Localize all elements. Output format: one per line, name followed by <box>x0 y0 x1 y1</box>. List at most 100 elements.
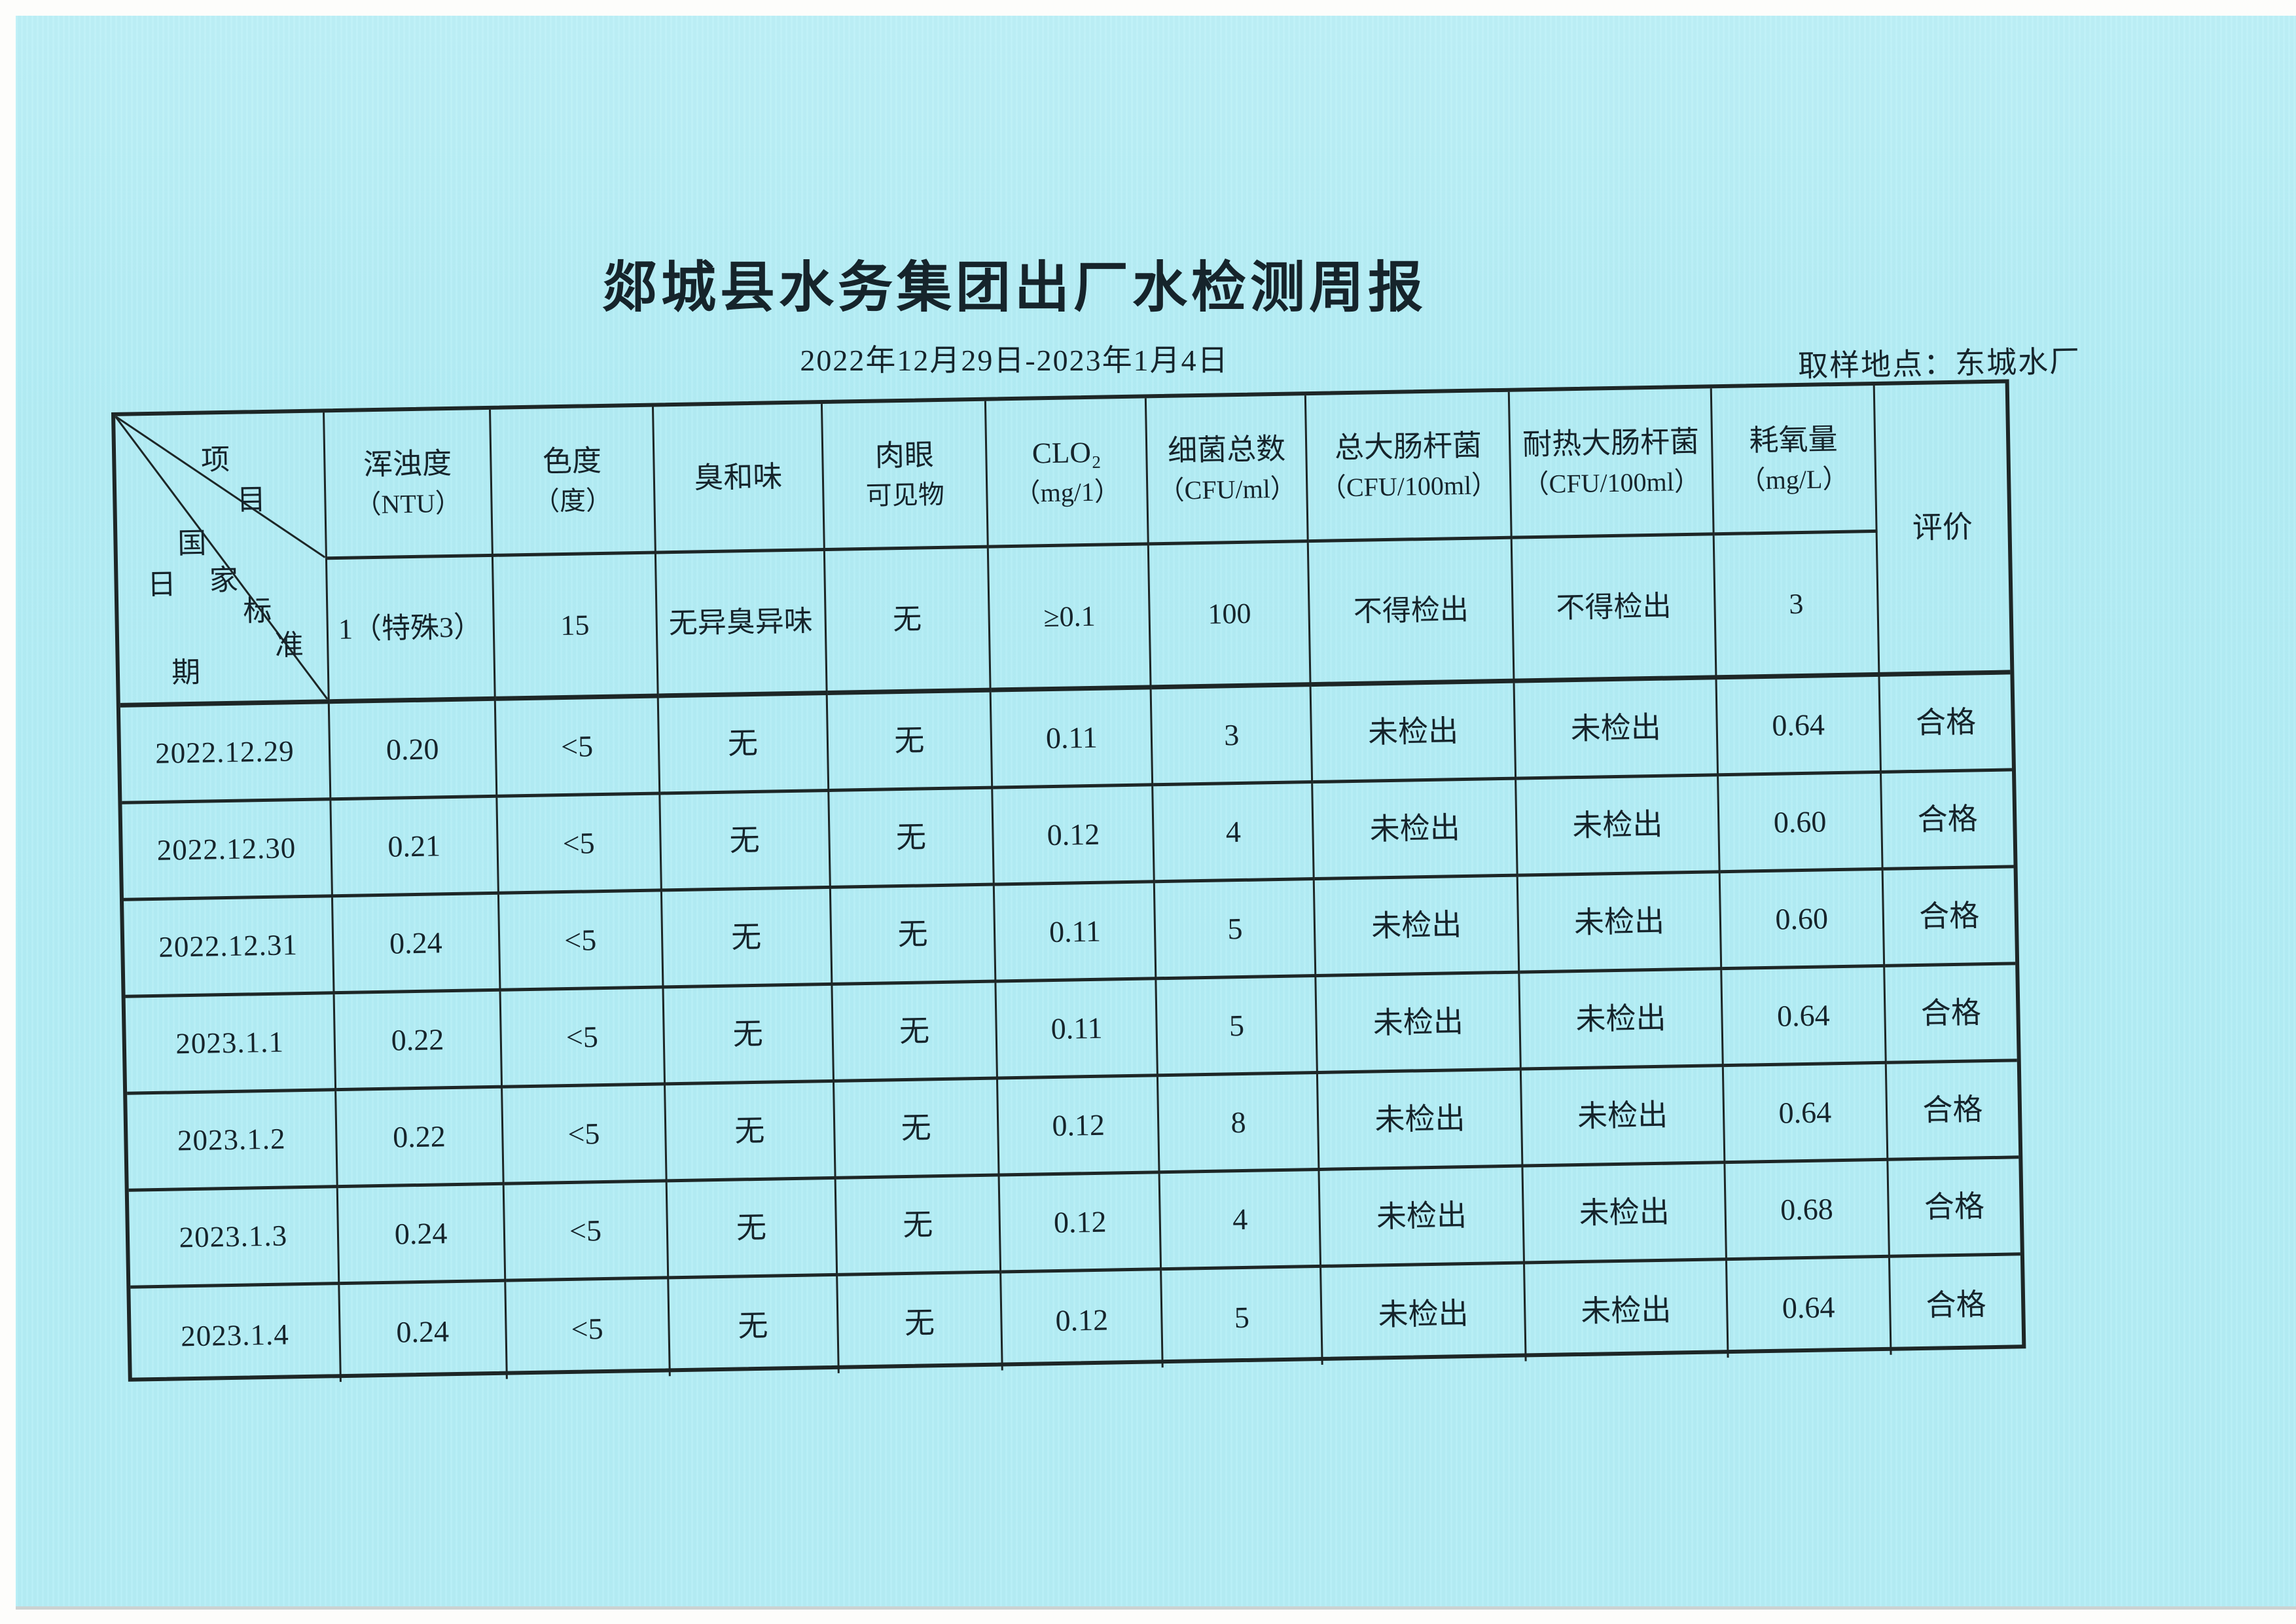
evaluation-cell: 合格 <box>1885 965 2017 1064</box>
data-cell: 0.64 <box>1723 1064 1889 1164</box>
data-cell: 未检出 <box>1316 973 1522 1074</box>
data-cell: 0.12 <box>998 1077 1160 1177</box>
data-cell: 未检出 <box>1318 1070 1524 1171</box>
standard-cell: 15 <box>493 554 659 701</box>
data-cell: 5 <box>1162 1267 1324 1368</box>
column-unit: 可见物 <box>865 479 945 511</box>
data-cell: 无 <box>665 1082 836 1183</box>
evaluation-cell: 合格 <box>1926 1288 1987 1323</box>
data-cell: 5 <box>1155 880 1317 981</box>
column-title: 色度 <box>542 444 602 478</box>
evaluation-cell: 合格 <box>1881 771 2014 871</box>
column-header-color: 色度 （度） <box>490 406 656 557</box>
corner-label-char: 家 <box>209 564 239 597</box>
data-cell: 0.11 <box>996 980 1159 1080</box>
column-unit: （度） <box>533 485 613 516</box>
corner-label-char: 项 <box>200 444 230 477</box>
corner-label-char: 日 <box>147 568 177 601</box>
data-cell: 0.64 <box>1727 1257 1892 1358</box>
sampling-location: 取样地点：东城水厂 <box>1797 344 2081 384</box>
column-title: 总大肠杆菌 <box>1334 429 1482 465</box>
data-cell: 0.60 <box>1720 870 1886 971</box>
standard-cell: 无 <box>825 548 992 695</box>
data-cell: 0.64 <box>1717 676 1882 777</box>
date-cell: 2022.12.30 <box>122 801 333 901</box>
data-cell: 无 <box>664 985 834 1086</box>
column-title: 臭和味 <box>693 460 783 495</box>
corner-diagonal-cell: 项 目 国 家 标 准 日 期 <box>115 412 330 708</box>
report-table-zone: 取样地点：东城水厂 项 目 国 家 标 准 日 期 浑浊度 （NTU） 色度 （… <box>111 344 2081 1386</box>
date-cell: 2023.1.3 <box>128 1188 340 1289</box>
data-cell: 无 <box>832 983 999 1083</box>
column-unit: （CFU/100ml） <box>1319 470 1498 503</box>
corner-label-char: 标 <box>242 595 272 628</box>
data-cell: 0.24 <box>338 1185 506 1286</box>
column-header-heat-coliform: 耐热大肠杆菌 （CFU/100ml） <box>1509 388 1715 539</box>
data-cell: 0.11 <box>992 689 1154 789</box>
evaluation-cell: 合格 <box>1886 1062 2019 1161</box>
standard-cell: 不得检出 <box>1512 535 1717 683</box>
data-cell: 4 <box>1160 1170 1322 1271</box>
column-unit: （CFU/100ml） <box>1522 466 1701 499</box>
standard-cell: 1（特殊3） <box>327 556 496 704</box>
data-cell: 未检出 <box>1520 970 1724 1071</box>
evaluation-cell: 合格 <box>1888 1159 2020 1258</box>
evaluation-cell: 合格 <box>1883 868 2016 967</box>
data-cell: 无 <box>829 789 996 889</box>
column-title: 浑浊度 <box>363 446 452 482</box>
data-cell: 未检出 <box>1321 1264 1527 1365</box>
date-cell: 2023.1.2 <box>127 1091 338 1192</box>
column-header-total-coliform: 总大肠杆菌 （CFU/100ml） <box>1306 391 1513 543</box>
data-cell: 无 <box>837 1273 1004 1373</box>
data-cell: 未检出 <box>1315 876 1520 977</box>
column-unit: （mg/L） <box>1739 463 1849 496</box>
report-date-range: 2022年12月29日-2023年1月4日 <box>800 344 1229 377</box>
column-title: 肉眼 <box>874 438 935 473</box>
data-cell: 无 <box>834 1079 1001 1180</box>
data-cell: 未检出 <box>1523 1164 1727 1265</box>
cyan-paper-sheet <box>16 16 2296 1606</box>
data-cell: 0.68 <box>1725 1161 1890 1261</box>
corner-label-char: 准 <box>274 628 304 662</box>
column-unit: （NTU） <box>355 488 462 520</box>
data-cell: 未检出 <box>1522 1067 1726 1168</box>
data-cell: 0.12 <box>1000 1174 1162 1274</box>
data-cell: 无 <box>836 1176 1002 1276</box>
data-cell: 未检出 <box>1525 1261 1729 1362</box>
data-cell: <5 <box>497 795 662 895</box>
data-cell: 无 <box>660 791 831 892</box>
column-header-visible-matter: 肉眼 可见物 <box>822 401 990 552</box>
data-cell: 0.12 <box>993 786 1156 886</box>
data-cell: 4 <box>1153 784 1316 884</box>
data-cell: 无 <box>827 692 994 792</box>
data-cell: 未检出 <box>1319 1167 1526 1268</box>
column-header-odor: 臭和味 <box>653 404 825 554</box>
data-cell: 未检出 <box>1518 873 1723 974</box>
corner-label-char: 国 <box>177 527 207 560</box>
data-cell: <5 <box>499 892 664 992</box>
data-cell: 未检出 <box>1516 776 1721 877</box>
column-unit: （CFU/ml） <box>1158 473 1297 506</box>
data-cell: 未检出 <box>1515 679 1719 780</box>
data-cell: 5 <box>1157 977 1319 1077</box>
diagonal-lines-icon <box>115 412 327 702</box>
data-cell: <5 <box>502 1085 668 1185</box>
date-cell: 2022.12.31 <box>124 897 335 998</box>
data-cell: 无 <box>662 888 833 989</box>
column-title: CLO₂ <box>1031 435 1102 470</box>
evaluation-cell: 合格 <box>1880 674 2013 774</box>
data-cell: 无 <box>667 1179 838 1280</box>
column-header-clo2: CLO₂ （mg/1） <box>986 398 1150 549</box>
column-header-cod: 耗氧量 （mg/L） <box>1712 385 1878 536</box>
date-cell: 2023.1.4 <box>130 1285 342 1386</box>
data-cell: 无 <box>831 886 997 986</box>
water-quality-table: 项 目 国 家 标 准 日 期 浑浊度 （NTU） 色度 （度） 臭和味 肉眼 … <box>111 379 2026 1386</box>
data-cell: <5 <box>501 988 666 1089</box>
data-cell: 0.22 <box>334 991 503 1092</box>
data-cell: 0.24 <box>332 894 501 995</box>
data-cell: 0.24 <box>339 1282 508 1382</box>
data-cell: <5 <box>495 698 660 798</box>
column-header-evaluation: 评价 <box>1874 383 2011 677</box>
data-cell: 0.20 <box>329 700 497 801</box>
date-cell: 2023.1.1 <box>125 994 336 1095</box>
